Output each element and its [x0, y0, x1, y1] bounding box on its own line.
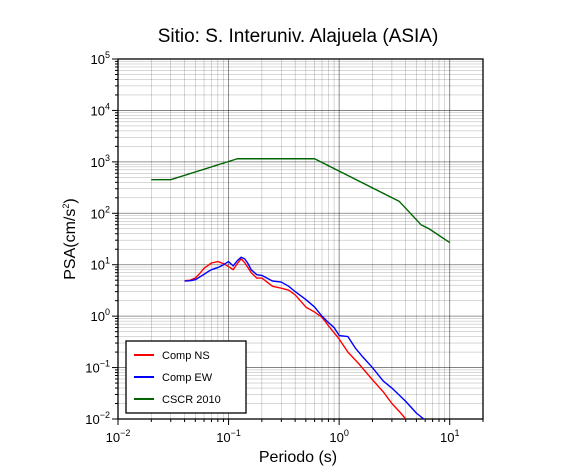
y-tick-label: 103 — [91, 153, 110, 170]
series-line-3 — [151, 158, 451, 244]
axis-ticks — [112, 58, 484, 425]
y-tick-label: 100 — [91, 307, 110, 324]
y-axis-label-superscript: 2 — [61, 204, 71, 209]
y-tick-label: 10−2 — [85, 410, 110, 427]
x-axis-tick-labels: 10−2 10−1 100 101 — [106, 428, 460, 445]
y-axis-label-close: ) — [62, 198, 79, 203]
y-axis-label-main: PSA(cm/s — [62, 209, 79, 280]
legend-entry-label: Comp EW — [162, 372, 213, 384]
legend: Comp NS Comp EW CSCR 2010 — [125, 340, 247, 414]
y-tick-label: 102 — [91, 204, 110, 221]
x-tick-label: 100 — [329, 428, 348, 445]
y-tick-label: 10−1 — [85, 359, 110, 376]
y-axis-tick-labels: 10−2 10−1 100 101 102 103 104 105 — [85, 50, 110, 427]
series-line-2 — [184, 256, 425, 419]
legend-entry-label: CSCR 2010 — [162, 394, 221, 406]
series-group — [151, 158, 451, 419]
y-tick-label: 105 — [91, 50, 110, 67]
x-axis-label: Periodo (s) — [259, 449, 337, 466]
x-tick-label: 10−1 — [216, 428, 241, 445]
x-tick-label: 10−2 — [106, 428, 131, 445]
chart-title: Sitio: S. Interuniv. Alajuela (ASIA) — [158, 26, 439, 47]
y-tick-label: 101 — [91, 256, 110, 273]
grid — [117, 58, 484, 420]
y-tick-label: 104 — [91, 101, 110, 118]
series-line-1 — [184, 258, 407, 419]
legend-entry-label: Comp NS — [162, 350, 210, 362]
y-axis-label: PSA(cm/s2) — [61, 198, 79, 279]
x-tick-label: 101 — [440, 428, 459, 445]
plot-area-frame — [117, 58, 484, 420]
